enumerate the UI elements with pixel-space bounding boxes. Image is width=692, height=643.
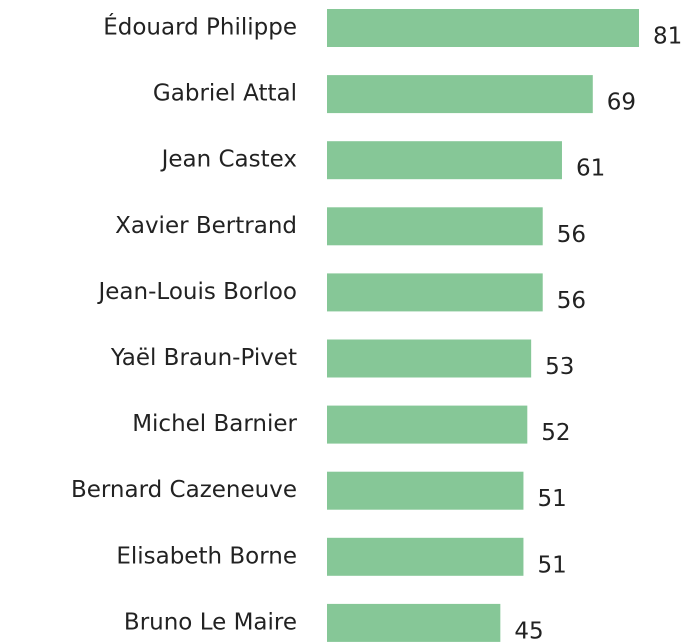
category-label: Jean-Louis Borloo bbox=[97, 279, 298, 305]
bar bbox=[327, 207, 543, 246]
bar bbox=[327, 339, 532, 378]
category-label: Xavier Bertrand bbox=[115, 213, 297, 239]
value-label: 51 bbox=[537, 552, 566, 578]
category-label: Gabriel Attal bbox=[153, 81, 297, 107]
value-label: 45 bbox=[514, 618, 543, 643]
category-label: Elisabeth Borne bbox=[116, 543, 297, 569]
value-label: 81 bbox=[653, 24, 682, 50]
bar bbox=[327, 75, 593, 114]
value-label: 69 bbox=[607, 90, 636, 116]
value-label: 51 bbox=[537, 486, 566, 512]
bar bbox=[327, 405, 528, 444]
bar bbox=[327, 141, 562, 180]
value-label: 52 bbox=[541, 420, 570, 446]
category-label: Michel Barnier bbox=[132, 411, 297, 437]
value-label: 56 bbox=[557, 222, 586, 248]
bar bbox=[327, 273, 543, 312]
bar bbox=[327, 9, 640, 47]
category-label: Yaël Braun-Pivet bbox=[110, 345, 297, 371]
category-label: Édouard Philippe bbox=[103, 13, 297, 41]
bar bbox=[327, 537, 524, 576]
bar bbox=[327, 603, 501, 642]
category-label: Jean Castex bbox=[160, 147, 297, 173]
value-label: 61 bbox=[576, 156, 605, 182]
bar bbox=[327, 471, 524, 510]
value-label: 56 bbox=[557, 288, 586, 314]
category-label: Bruno Le Maire bbox=[124, 609, 297, 635]
category-label: Bernard Cazeneuve bbox=[71, 477, 297, 503]
value-label: 53 bbox=[545, 354, 574, 380]
